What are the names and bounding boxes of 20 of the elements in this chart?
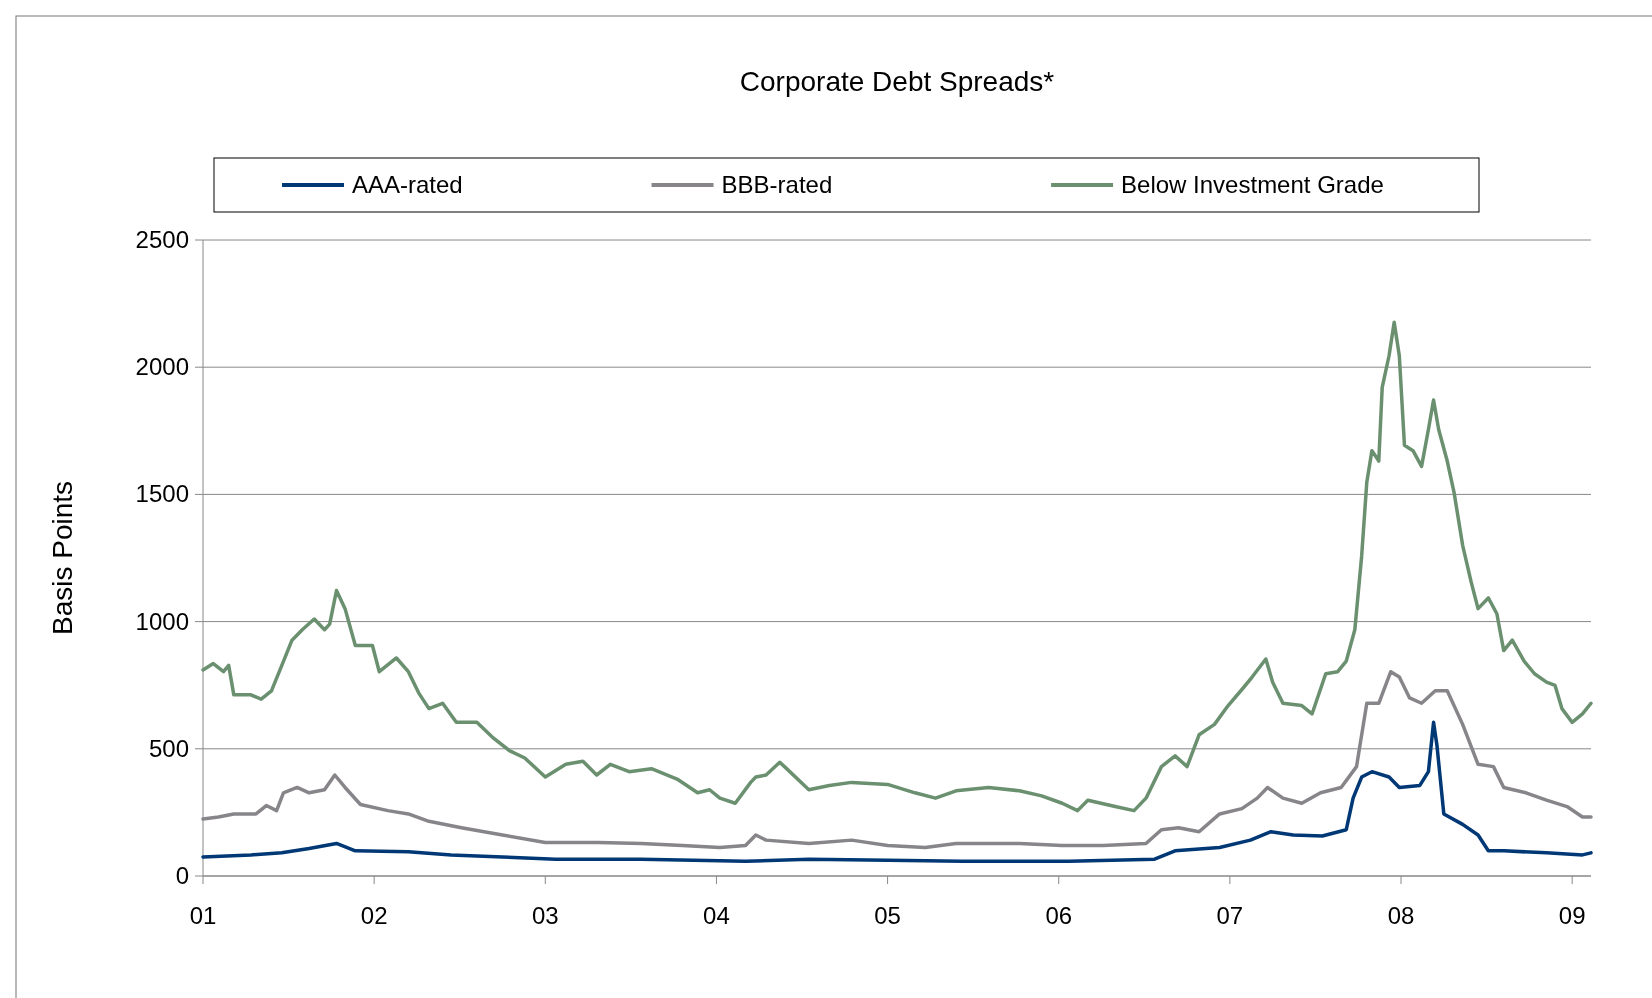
- x-tick-label: 07: [1216, 902, 1244, 929]
- x-tick-label: 06: [1045, 902, 1073, 929]
- x-tick-label: 09: [1558, 902, 1586, 929]
- x-tick-label: 04: [703, 902, 730, 929]
- x-tick-label: 01: [189, 902, 217, 929]
- y-tick-label: 0: [175, 862, 189, 889]
- y-tick-label: 1000: [135, 607, 189, 635]
- legend-label: AAA-rated: [352, 171, 463, 198]
- y-tick-label: 2500: [135, 226, 189, 253]
- legend-label: BBB-rated: [721, 171, 833, 198]
- y-tick-label: 500: [148, 734, 189, 762]
- x-tick-label: 02: [360, 902, 388, 929]
- y-tick-label: 2000: [135, 353, 189, 381]
- y-tick-label: 1500: [135, 480, 189, 508]
- x-tick-label: 03: [531, 902, 559, 929]
- chart-title: Corporate Debt Spreads*: [739, 66, 1055, 97]
- x-tick-label: 08: [1387, 902, 1415, 929]
- x-tick-label: 05: [874, 902, 901, 929]
- y-axis-title: Basis Points: [47, 480, 78, 636]
- legend-label: Below Investment Grade: [1121, 171, 1384, 198]
